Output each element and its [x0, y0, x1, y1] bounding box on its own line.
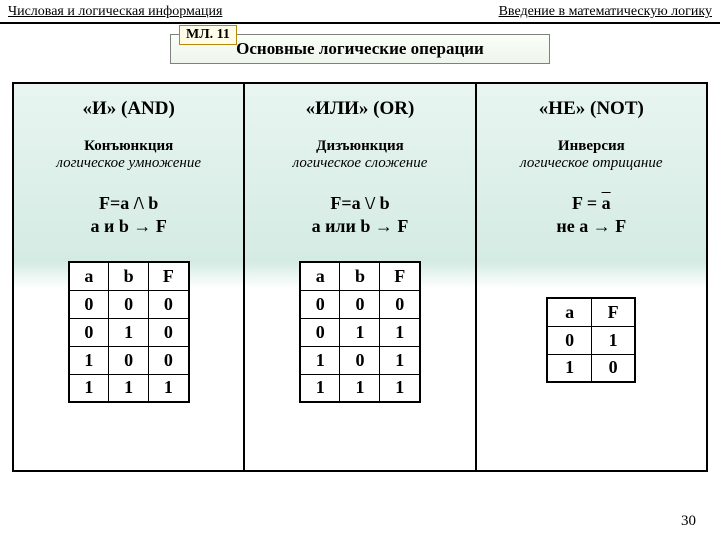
col-and: «И» (AND) Конъюнкция логическое умножени…	[14, 84, 245, 470]
and-formula-line2: a и b → F	[90, 215, 166, 238]
cell: 0	[149, 290, 189, 318]
cell: 0	[149, 318, 189, 346]
cell: a	[300, 262, 340, 290]
or-desc: логическое сложение	[293, 155, 428, 172]
cell: 1	[300, 346, 340, 374]
not-truth-table: aF 01 10	[546, 297, 636, 383]
cell: 0	[340, 290, 380, 318]
cell: 1	[547, 354, 591, 382]
cell: 1	[340, 374, 380, 402]
or-formula-line2: a или b → F	[312, 215, 409, 238]
not-desc: логическое отрицание	[520, 155, 662, 172]
col-not: «НЕ» (NOT) Инверсия логическое отрицание…	[477, 84, 706, 470]
or-title: «ИЛИ» (OR)	[306, 98, 415, 120]
and-desc: логическое умножение	[56, 155, 201, 172]
cell: 1	[591, 326, 635, 354]
page-title-box: МЛ. 11 Основные логические операции	[170, 34, 550, 64]
cell: F	[149, 262, 189, 290]
not-formula-line1: F = a	[556, 192, 626, 215]
cell: 1	[380, 318, 420, 346]
cell: F	[591, 298, 635, 326]
cell: 0	[300, 290, 340, 318]
cell: 1	[149, 374, 189, 402]
and-truth-table: abF 000 010 100 111	[68, 261, 190, 403]
cell: 1	[380, 346, 420, 374]
cell: 1	[340, 318, 380, 346]
cell: 0	[380, 290, 420, 318]
and-title: «И» (AND)	[82, 98, 174, 120]
or-formula: F=a \/ b a или b → F	[312, 192, 409, 237]
and-name: Конъюнкция	[84, 138, 173, 155]
page-number: 30	[681, 513, 696, 530]
not-title: «НЕ» (NOT)	[539, 98, 644, 120]
cell: 0	[149, 346, 189, 374]
or-truth-table: abF 000 011 101 111	[299, 261, 421, 403]
cell: a	[69, 262, 109, 290]
lesson-badge: МЛ. 11	[179, 25, 237, 45]
cell: 0	[109, 290, 149, 318]
cell: 0	[69, 318, 109, 346]
cell: 1	[69, 374, 109, 402]
cell: a	[547, 298, 591, 326]
page-title: Основные логические операции	[236, 39, 484, 58]
cell: 1	[300, 374, 340, 402]
not-formula-line2: не a → F	[556, 215, 626, 238]
and-formula: F=a /\ b a и b → F	[90, 192, 166, 237]
cell: 0	[109, 346, 149, 374]
cell: 1	[380, 374, 420, 402]
cell: b	[109, 262, 149, 290]
cell: 1	[69, 346, 109, 374]
header-bar: Числовая и логическая информация Введени…	[0, 0, 720, 24]
or-name: Дизъюнкция	[316, 138, 404, 155]
cell: 1	[109, 374, 149, 402]
cell: 0	[591, 354, 635, 382]
or-formula-line1: F=a \/ b	[312, 192, 409, 215]
cell: F	[380, 262, 420, 290]
not-formula: F = a не a → F	[556, 192, 626, 237]
cell: 0	[69, 290, 109, 318]
header-left: Числовая и логическая информация	[8, 4, 222, 20]
cell: 1	[109, 318, 149, 346]
cell: 0	[340, 346, 380, 374]
cell: 0	[300, 318, 340, 346]
cell: b	[340, 262, 380, 290]
col-or: «ИЛИ» (OR) Дизъюнкция логическое сложени…	[245, 84, 476, 470]
cell: 0	[547, 326, 591, 354]
not-name: Инверсия	[558, 138, 625, 155]
and-formula-line1: F=a /\ b	[90, 192, 166, 215]
operations-table: «И» (AND) Конъюнкция логическое умножени…	[12, 82, 708, 472]
header-right: Введение в математическую логику	[499, 4, 712, 20]
